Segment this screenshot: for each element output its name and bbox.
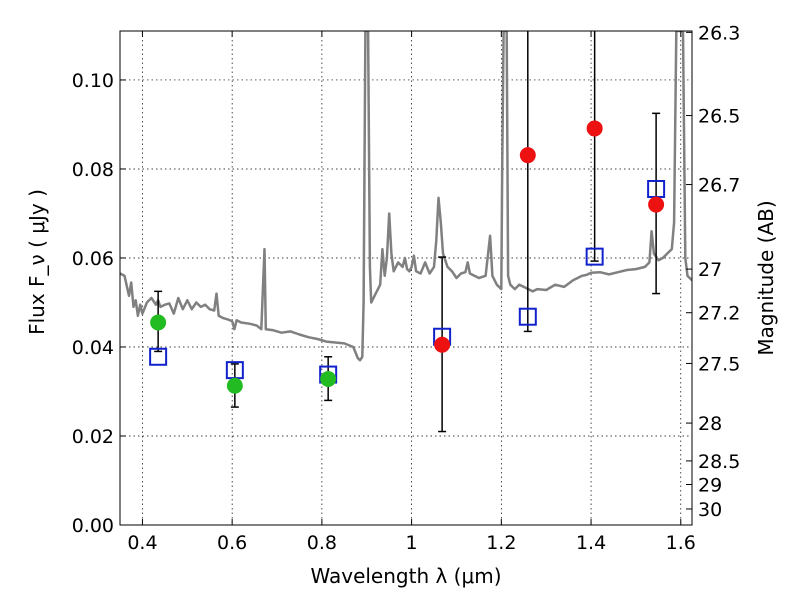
grid-lines (120, 31, 692, 525)
y-tick-label: 0.06 (72, 248, 114, 270)
observed-point-marker (648, 196, 665, 213)
axis-ticks (120, 31, 692, 526)
x-tick-label: 1.2 (486, 532, 516, 554)
y-tick-label: 0.10 (72, 70, 114, 92)
model-spectrum (120, 31, 692, 362)
x-tick-label: 1.4 (576, 532, 606, 554)
observed-point-marker (150, 314, 167, 331)
data-markers (149, 120, 666, 394)
x-tick-label: 1.6 (666, 532, 696, 554)
observed-point-marker (320, 371, 337, 388)
y-tick-label: 0.08 (72, 159, 114, 181)
y-axis-title: Flux F_ν ( μJy ) (25, 189, 49, 335)
observed-point-marker (586, 120, 603, 137)
model-square-marker (149, 347, 168, 366)
right-axis-title: Magnitude (AB) (754, 200, 778, 355)
right-tick-label: 27.5 (698, 353, 740, 375)
right-tick-label: 27.2 (698, 303, 740, 325)
y-tick-label: 0.04 (72, 337, 114, 359)
observed-point-marker (434, 336, 451, 353)
right-tick-label: 26.7 (698, 175, 740, 197)
right-tick-label: 30 (698, 499, 722, 521)
y-tick-label: 0.00 (72, 515, 114, 537)
x-tick-label: 1 (406, 532, 418, 554)
right-tick-label: 26.3 (698, 22, 740, 44)
right-tick-label: 26.5 (698, 106, 740, 128)
model-square-marker (518, 307, 537, 326)
observed-point-marker (519, 147, 536, 164)
right-tick-label: 27 (698, 259, 722, 281)
right-tick-label: 28 (698, 413, 722, 435)
spectrum-line (120, 31, 692, 362)
model-square-marker (585, 247, 604, 266)
x-tick-labels: 0.4 0.6 0.8 1 1.2 1.4 1.6 (127, 532, 696, 554)
error-bars (154, 31, 661, 433)
x-tick-label: 0.4 (127, 532, 157, 554)
plot-frame (119, 30, 693, 526)
right-tick-label: 28.5 (698, 451, 740, 473)
error-bar (590, 31, 599, 262)
observed-point-marker (226, 377, 243, 394)
y-tick-labels: 0.00 0.02 0.04 0.06 0.08 0.10 (72, 70, 114, 537)
x-tick-label: 0.6 (217, 532, 247, 554)
y-tick-label: 0.02 (72, 426, 114, 448)
right-tick-label: 29 (698, 475, 722, 497)
x-axis-title: Wavelength λ (μm) (310, 564, 501, 588)
x-tick-label: 0.8 (307, 532, 337, 554)
error-bar (523, 31, 532, 333)
